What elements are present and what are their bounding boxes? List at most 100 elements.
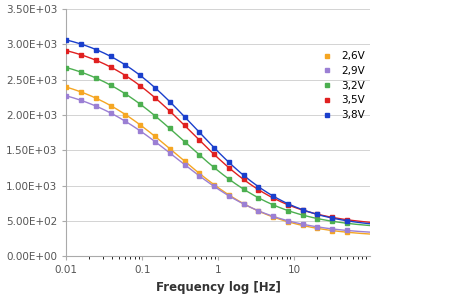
2,9V: [123, 120, 128, 123]
3,5V: [182, 124, 187, 127]
3,2V: [93, 76, 99, 80]
2,9V: [152, 140, 158, 143]
3,2V: [167, 127, 173, 130]
2,9V: [270, 214, 276, 218]
2,6V: [196, 171, 202, 175]
3,8V: [315, 213, 320, 216]
3,2V: [270, 203, 276, 207]
2,9V: [182, 163, 187, 166]
2,6V: [93, 96, 99, 100]
3,8V: [211, 146, 217, 149]
3,8V: [196, 131, 202, 134]
2,9V: [344, 229, 350, 232]
2,6V: [152, 135, 158, 138]
3,8V: [108, 55, 113, 58]
2,9V: [255, 209, 261, 213]
3,8V: [93, 48, 99, 51]
3,8V: [329, 216, 335, 220]
2,9V: [64, 94, 69, 98]
3,2V: [211, 166, 217, 169]
3,5V: [78, 53, 84, 57]
2,6V: [241, 202, 246, 206]
2,9V: [329, 227, 335, 231]
2,9V: [285, 219, 291, 223]
2,6V: [211, 183, 217, 187]
2,9V: [137, 129, 143, 133]
3,5V: [329, 216, 335, 219]
3,5V: [241, 178, 246, 181]
3,8V: [182, 115, 187, 119]
3,2V: [344, 221, 350, 225]
2,6V: [108, 104, 113, 107]
3,8V: [64, 38, 69, 42]
3,8V: [137, 74, 143, 77]
2,6V: [285, 220, 291, 224]
3,2V: [226, 177, 232, 181]
3,2V: [241, 187, 246, 191]
3,8V: [123, 63, 128, 67]
3,2V: [64, 66, 69, 69]
Line: 2,9V: 2,9V: [64, 94, 349, 233]
3,5V: [315, 212, 320, 216]
2,6V: [300, 224, 306, 227]
3,2V: [329, 219, 335, 223]
3,2V: [108, 83, 113, 87]
3,5V: [137, 84, 143, 88]
2,9V: [167, 151, 173, 155]
Line: 3,5V: 3,5V: [64, 48, 349, 222]
3,5V: [285, 203, 291, 206]
3,5V: [211, 152, 217, 156]
3,2V: [137, 102, 143, 106]
Line: 3,8V: 3,8V: [64, 38, 349, 223]
3,2V: [78, 70, 84, 74]
3,2V: [285, 209, 291, 212]
3,5V: [167, 109, 173, 113]
2,9V: [211, 185, 217, 188]
3,5V: [93, 58, 99, 62]
3,5V: [300, 208, 306, 212]
2,6V: [137, 123, 143, 127]
2,9V: [226, 194, 232, 198]
2,6V: [329, 229, 335, 232]
3,8V: [285, 202, 291, 206]
2,6V: [255, 209, 261, 213]
3,5V: [196, 138, 202, 142]
3,8V: [167, 100, 173, 103]
3,5V: [152, 96, 158, 99]
3,8V: [270, 194, 276, 198]
3,2V: [152, 114, 158, 118]
3,8V: [255, 185, 261, 188]
3,2V: [300, 213, 306, 217]
2,9V: [93, 104, 99, 108]
3,2V: [196, 153, 202, 157]
2,6V: [182, 159, 187, 163]
3,5V: [123, 74, 128, 77]
3,8V: [78, 42, 84, 46]
3,8V: [300, 208, 306, 212]
2,9V: [241, 202, 246, 206]
3,2V: [315, 217, 320, 221]
2,9V: [196, 174, 202, 178]
3,8V: [344, 219, 350, 223]
2,9V: [108, 111, 113, 115]
2,6V: [78, 90, 84, 94]
3,8V: [241, 174, 246, 177]
2,6V: [167, 147, 173, 150]
3,5V: [108, 65, 113, 69]
3,2V: [255, 196, 261, 199]
2,9V: [315, 225, 320, 229]
2,6V: [64, 85, 69, 89]
2,6V: [123, 113, 128, 117]
3,2V: [182, 140, 187, 144]
3,5V: [255, 188, 261, 192]
2,6V: [315, 227, 320, 230]
2,6V: [226, 193, 232, 197]
3,2V: [123, 92, 128, 96]
3,8V: [226, 160, 232, 164]
Legend: 2,6V, 2,9V, 3,2V, 3,5V, 3,8V: 2,6V, 2,9V, 3,2V, 3,5V, 3,8V: [317, 52, 365, 120]
2,6V: [344, 230, 350, 234]
2,6V: [270, 215, 276, 219]
2,9V: [300, 222, 306, 226]
Line: 2,6V: 2,6V: [64, 85, 349, 235]
Line: 3,2V: 3,2V: [64, 65, 349, 225]
